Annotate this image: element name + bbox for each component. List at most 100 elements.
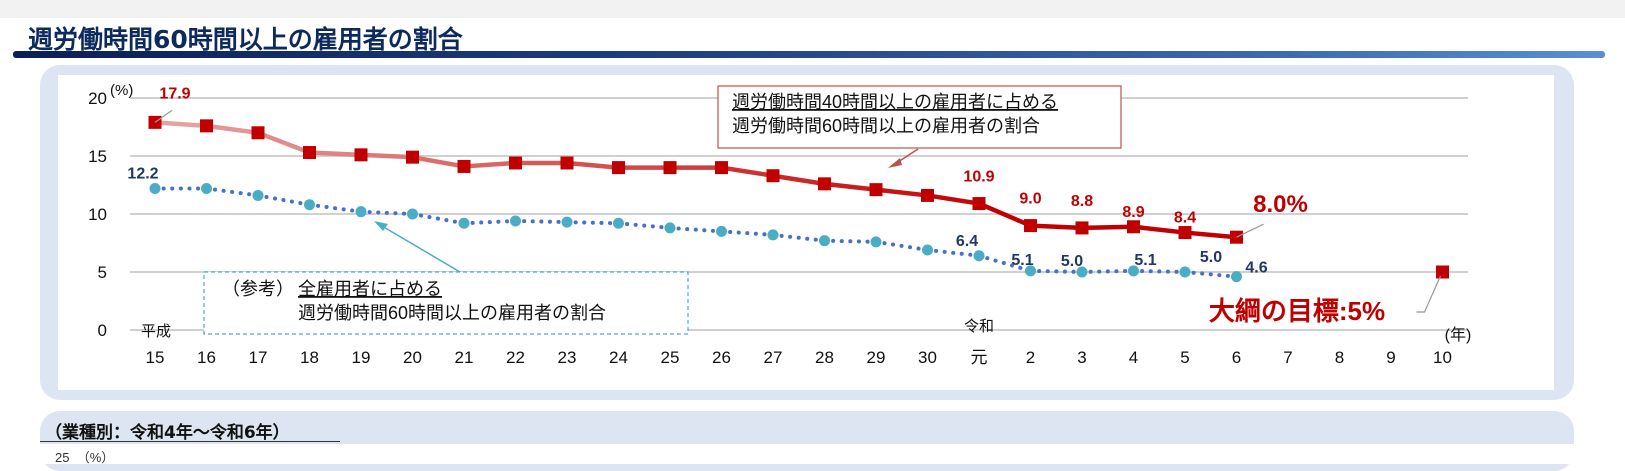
x-tick-label: 元	[971, 348, 988, 367]
y-tick-label: 10	[88, 205, 107, 224]
blue-legend-arrowhead	[374, 221, 388, 231]
blue-legend-line1: 全雇用者に占める	[298, 279, 442, 299]
red-legend-arrowhead	[888, 158, 902, 168]
red-data-point	[406, 150, 419, 164]
red-data-point	[1024, 219, 1037, 233]
x-tick-label: 16	[197, 348, 216, 367]
target-label: 大綱の目標:5%	[1209, 296, 1385, 326]
y-tick-label: 0	[98, 321, 107, 340]
red-data-label: 8.0%	[1253, 191, 1308, 218]
blue-series-segment	[771, 232, 827, 243]
red-data-point	[1127, 220, 1140, 234]
blue-data-point	[407, 208, 418, 220]
red-series-segment	[875, 187, 928, 198]
blue-legend-line2: 週労働時間60時間以上の雇用者の割合	[298, 303, 606, 323]
x-tick-label: 3	[1077, 348, 1086, 367]
blue-data-point	[304, 199, 315, 211]
era-label-heisei: 平成	[141, 323, 171, 340]
y-axis-unit: (%)	[110, 82, 133, 99]
red-series-segment	[257, 130, 311, 155]
blue-data-point	[1076, 266, 1088, 278]
red-data-point	[457, 159, 471, 173]
blue-series-segment	[1131, 268, 1187, 274]
red-data-point	[200, 119, 213, 133]
red-series-segment	[1081, 224, 1134, 231]
blue-series-segment	[668, 225, 724, 234]
blue-series-segment	[719, 229, 775, 237]
red-series-legend-box	[717, 85, 1122, 149]
blue-series-segment	[1183, 270, 1239, 279]
page-title: 週労働時間60時間以上の雇用者の割合	[28, 25, 463, 54]
red-data-point	[612, 161, 625, 175]
x-axis-unit: (年)	[1445, 326, 1472, 344]
red-data-point	[1075, 221, 1089, 235]
industry-section-title: （業種別：令和4年～令和6年）	[45, 423, 290, 443]
blue-data-point	[201, 182, 212, 194]
blue-series-segment	[1028, 268, 1084, 274]
red-data-label: 9.0	[1019, 191, 1041, 208]
blue-data-point	[716, 225, 727, 237]
industry-title-underline	[40, 441, 340, 442]
target-leader-line	[1416, 275, 1442, 313]
blue-data-point	[922, 244, 933, 256]
blue-data-point	[819, 235, 830, 247]
x-tick-label: 20	[403, 348, 422, 367]
blue-series-segment	[977, 253, 1033, 273]
red-data-point	[560, 156, 574, 170]
blue-series-segment	[410, 212, 466, 226]
red-series-segment	[1133, 224, 1186, 235]
red-series-segment	[824, 181, 877, 192]
blue-series-segment	[1080, 268, 1136, 274]
red-data-label: 10.9	[963, 169, 994, 186]
blue-series-segment	[462, 218, 518, 226]
blue-legend-arrow	[381, 225, 461, 273]
blue-data-label: 5.0	[1061, 253, 1083, 270]
blue-data-label: 12.2	[127, 165, 158, 182]
blue-series-segment	[307, 202, 363, 214]
x-tick-label: 23	[558, 348, 577, 367]
x-tick-label: 5	[1180, 348, 1189, 367]
blue-series-segment	[616, 221, 672, 230]
blue-series-segment	[822, 238, 878, 244]
blue-data-label: 5.1	[1011, 252, 1033, 269]
blue-data-point	[613, 217, 624, 229]
red-data-point	[1436, 265, 1449, 279]
label-leader-line	[1236, 223, 1264, 238]
y-tick-label: 15	[88, 147, 107, 166]
x-tick-label: 30	[918, 348, 937, 367]
blue-data-point	[149, 182, 161, 194]
blue-data-point	[664, 222, 676, 234]
red-data-point	[1178, 226, 1192, 240]
red-series-segment	[566, 160, 619, 170]
x-tick-label: 4	[1129, 348, 1138, 367]
blue-series-segment	[874, 239, 930, 252]
x-tick-label: 9	[1386, 348, 1395, 367]
blue-series-legend-box	[203, 271, 689, 335]
x-tick-label: 7	[1283, 348, 1292, 367]
blue-data-point	[1179, 266, 1191, 278]
blue-data-point	[767, 229, 779, 241]
red-series-segment	[206, 123, 259, 136]
era-label-reiwa: 令和	[964, 318, 994, 335]
blue-data-label: 5.0	[1200, 249, 1222, 266]
x-tick-label: 22	[506, 348, 525, 367]
x-tick-label: 6	[1232, 348, 1241, 367]
red-data-label: 8.9	[1122, 204, 1144, 221]
red-series-segment	[309, 150, 362, 158]
x-tick-label: 19	[352, 348, 371, 367]
blue-legend-prefix: （参考）	[222, 279, 294, 299]
red-data-label: 17.9	[159, 85, 190, 102]
red-series-segment	[721, 165, 774, 178]
blue-data-point	[561, 216, 573, 228]
red-legend-line1: 週労働時間40時間以上の雇用者に占める	[732, 92, 1058, 112]
red-data-point	[251, 126, 265, 140]
x-tick-label: 27	[764, 348, 783, 367]
red-series-segment	[772, 173, 825, 187]
red-series-segment	[1030, 223, 1083, 231]
blue-data-point	[458, 217, 470, 229]
blue-data-point	[1128, 265, 1139, 277]
red-series-segment	[978, 201, 1032, 228]
blue-series-segment	[359, 209, 415, 216]
x-tick-label: 15	[146, 348, 165, 367]
